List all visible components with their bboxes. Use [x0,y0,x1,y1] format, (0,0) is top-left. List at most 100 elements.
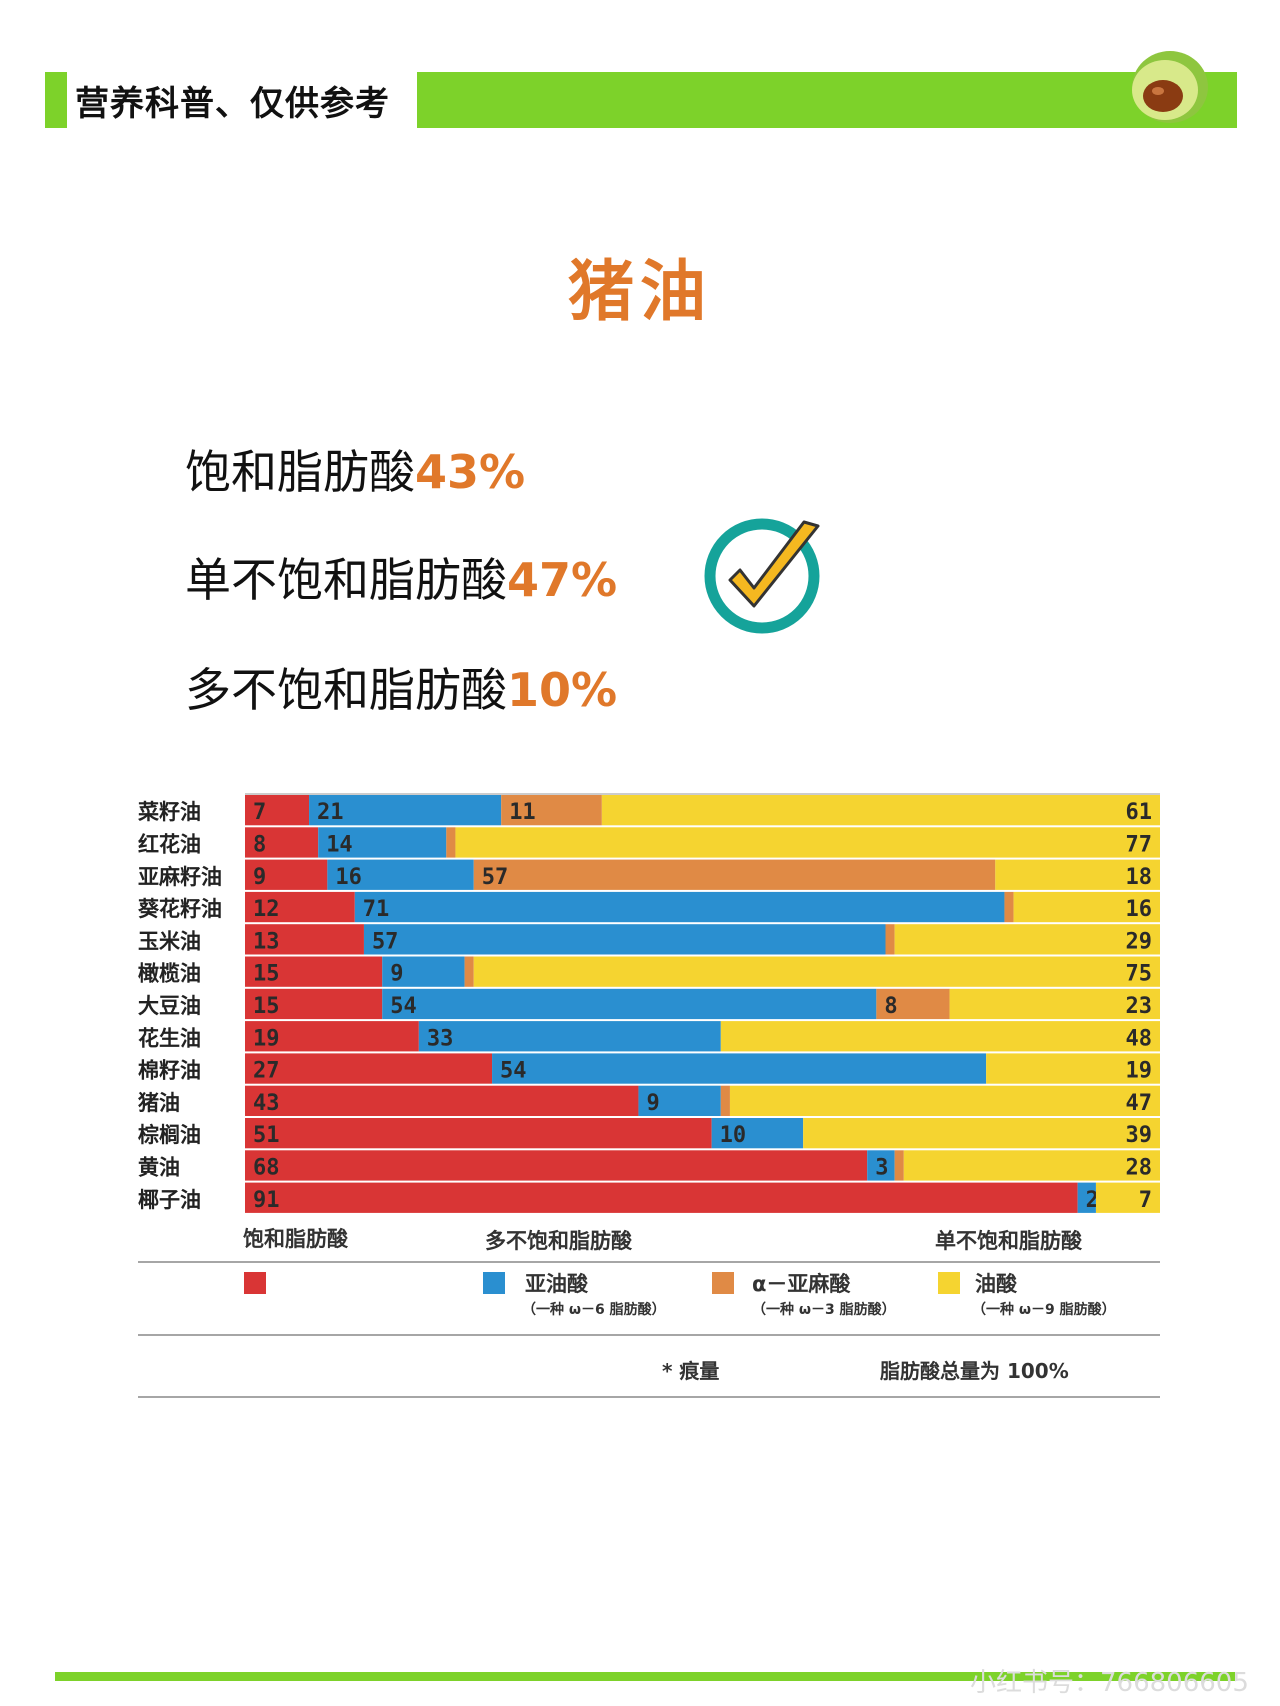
stat-monounsaturated: 单不饱和脂肪酸47% [185,544,617,610]
category-label: 黄油 [138,1155,180,1179]
bar-segment [309,795,502,826]
header-title: 营养科普、仅供参考 [75,84,390,124]
data-label: 16 [1126,897,1153,922]
data-label: 9 [253,865,266,890]
avocado-icon [1132,51,1208,123]
stat-label: 多不饱和脂肪酸 [185,663,507,717]
bar-segment [803,1118,1160,1149]
legend-swatch-alpha-linolenic [712,1272,734,1294]
data-label: 8 [884,994,897,1019]
stat-value: 47% [507,553,618,607]
data-label: 9 [646,1091,659,1116]
bar-segment [720,1085,730,1116]
category-label: 玉米油 [138,929,201,953]
stat-label: 单不饱和脂肪酸 [185,553,507,607]
bar-segment [446,827,456,858]
header-bar: 营养科普、仅供参考 [45,72,1237,128]
bar-segment [245,1182,1078,1213]
category-label: 大豆油 [138,994,201,1018]
legend-group-monounsaturated: 单不饱和脂肪酸 [935,1229,1083,1253]
bar-segment [245,859,328,890]
data-label: 51 [253,1123,280,1148]
bar-segment [245,1150,868,1181]
data-label: 2 [1086,1188,1099,1213]
legend-swatch-saturated [244,1272,266,1294]
bar-segment [601,795,1160,826]
watermark: 小红书号：766806605 [970,1668,1249,1698]
bar-segment [986,1053,1160,1084]
check-circle-icon [704,518,820,634]
data-label: 57 [372,929,399,954]
bar-segment [867,1150,895,1181]
data-label: 11 [509,800,536,825]
bar-segment [995,859,1160,890]
legend-note-linoleic: （一种 ω－6 脂肪酸） [522,1301,666,1318]
bar-segment [894,1150,904,1181]
category-label: 橄榄油 [138,962,201,986]
bar-segment [245,988,383,1020]
category-label: 红花油 [138,832,201,856]
bar-segment [245,891,355,923]
data-label: 29 [1126,929,1153,954]
data-label: 12 [253,897,280,922]
data-label: 21 [317,800,344,825]
data-label: 43 [253,1091,280,1116]
bar-segment [245,956,383,987]
data-label: 10 [720,1123,747,1148]
bar-segment [382,988,877,1020]
data-label: 19 [253,1026,280,1051]
bar-segment [418,1021,721,1052]
bar-segment [501,795,602,826]
bar-segment [382,956,465,987]
bar-segment [949,988,1160,1020]
bar-segment [455,827,1160,858]
bar-segment [1013,891,1160,923]
data-label: 57 [482,865,509,890]
legend-group-saturated: 饱和脂肪酸 [243,1227,349,1251]
data-label: 75 [1126,962,1153,987]
bar-segment [729,1085,1160,1116]
trace-note: * 痕量 [662,1359,719,1383]
bar-segment [711,1118,804,1149]
stat-value: 10% [507,663,618,717]
data-label: 16 [335,865,362,890]
footer-line [55,1672,1235,1681]
data-label: 28 [1126,1155,1153,1180]
bar-segment [885,924,895,955]
data-label: 54 [500,1059,527,1084]
fatty-acid-chart: 菜籽油7211161红花油814177亚麻籽油9165718葵花籽油127111… [137,793,1160,1398]
bar-segment [354,891,1005,923]
data-label: 8 [253,832,266,857]
legend-swatch-linoleic [483,1272,505,1294]
bar-segment [363,924,886,955]
legend-label-oleic: 油酸 [975,1272,1018,1296]
legend-note-oleic: （一种 ω－9 脂肪酸） [972,1301,1116,1318]
bar-segment [245,1053,493,1084]
data-label: 13 [253,929,280,954]
bar-segment [894,924,1160,955]
category-label: 亚麻籽油 [138,865,222,889]
bar-segment [903,1150,1160,1181]
data-label: 14 [326,832,353,857]
data-label: 15 [253,962,280,987]
total-note: 脂肪酸总量为 100% [880,1359,1069,1383]
data-label: 91 [253,1188,280,1213]
data-label: 19 [1126,1059,1153,1084]
legend-swatch-oleic [938,1272,960,1294]
bar-segment [720,1021,1160,1052]
bar-segment [245,924,364,955]
data-label: 27 [253,1059,280,1084]
data-label: 54 [390,994,417,1019]
data-label: 7 [253,800,266,825]
data-label: 3 [875,1155,888,1180]
bar-segment [473,859,996,890]
stat-label: 饱和脂肪酸 [185,445,415,499]
bar-segment [1095,1182,1160,1213]
legend-label-alpha-linolenic: α－亚麻酸 [752,1272,851,1296]
bar-segment [492,1053,987,1084]
data-label: 23 [1126,994,1153,1019]
legend-note-alpha-linolenic: （一种 ω－3 脂肪酸） [752,1301,896,1318]
bar-segment [245,827,319,858]
bar-segment [245,1021,419,1052]
header-green-band [417,72,1237,128]
